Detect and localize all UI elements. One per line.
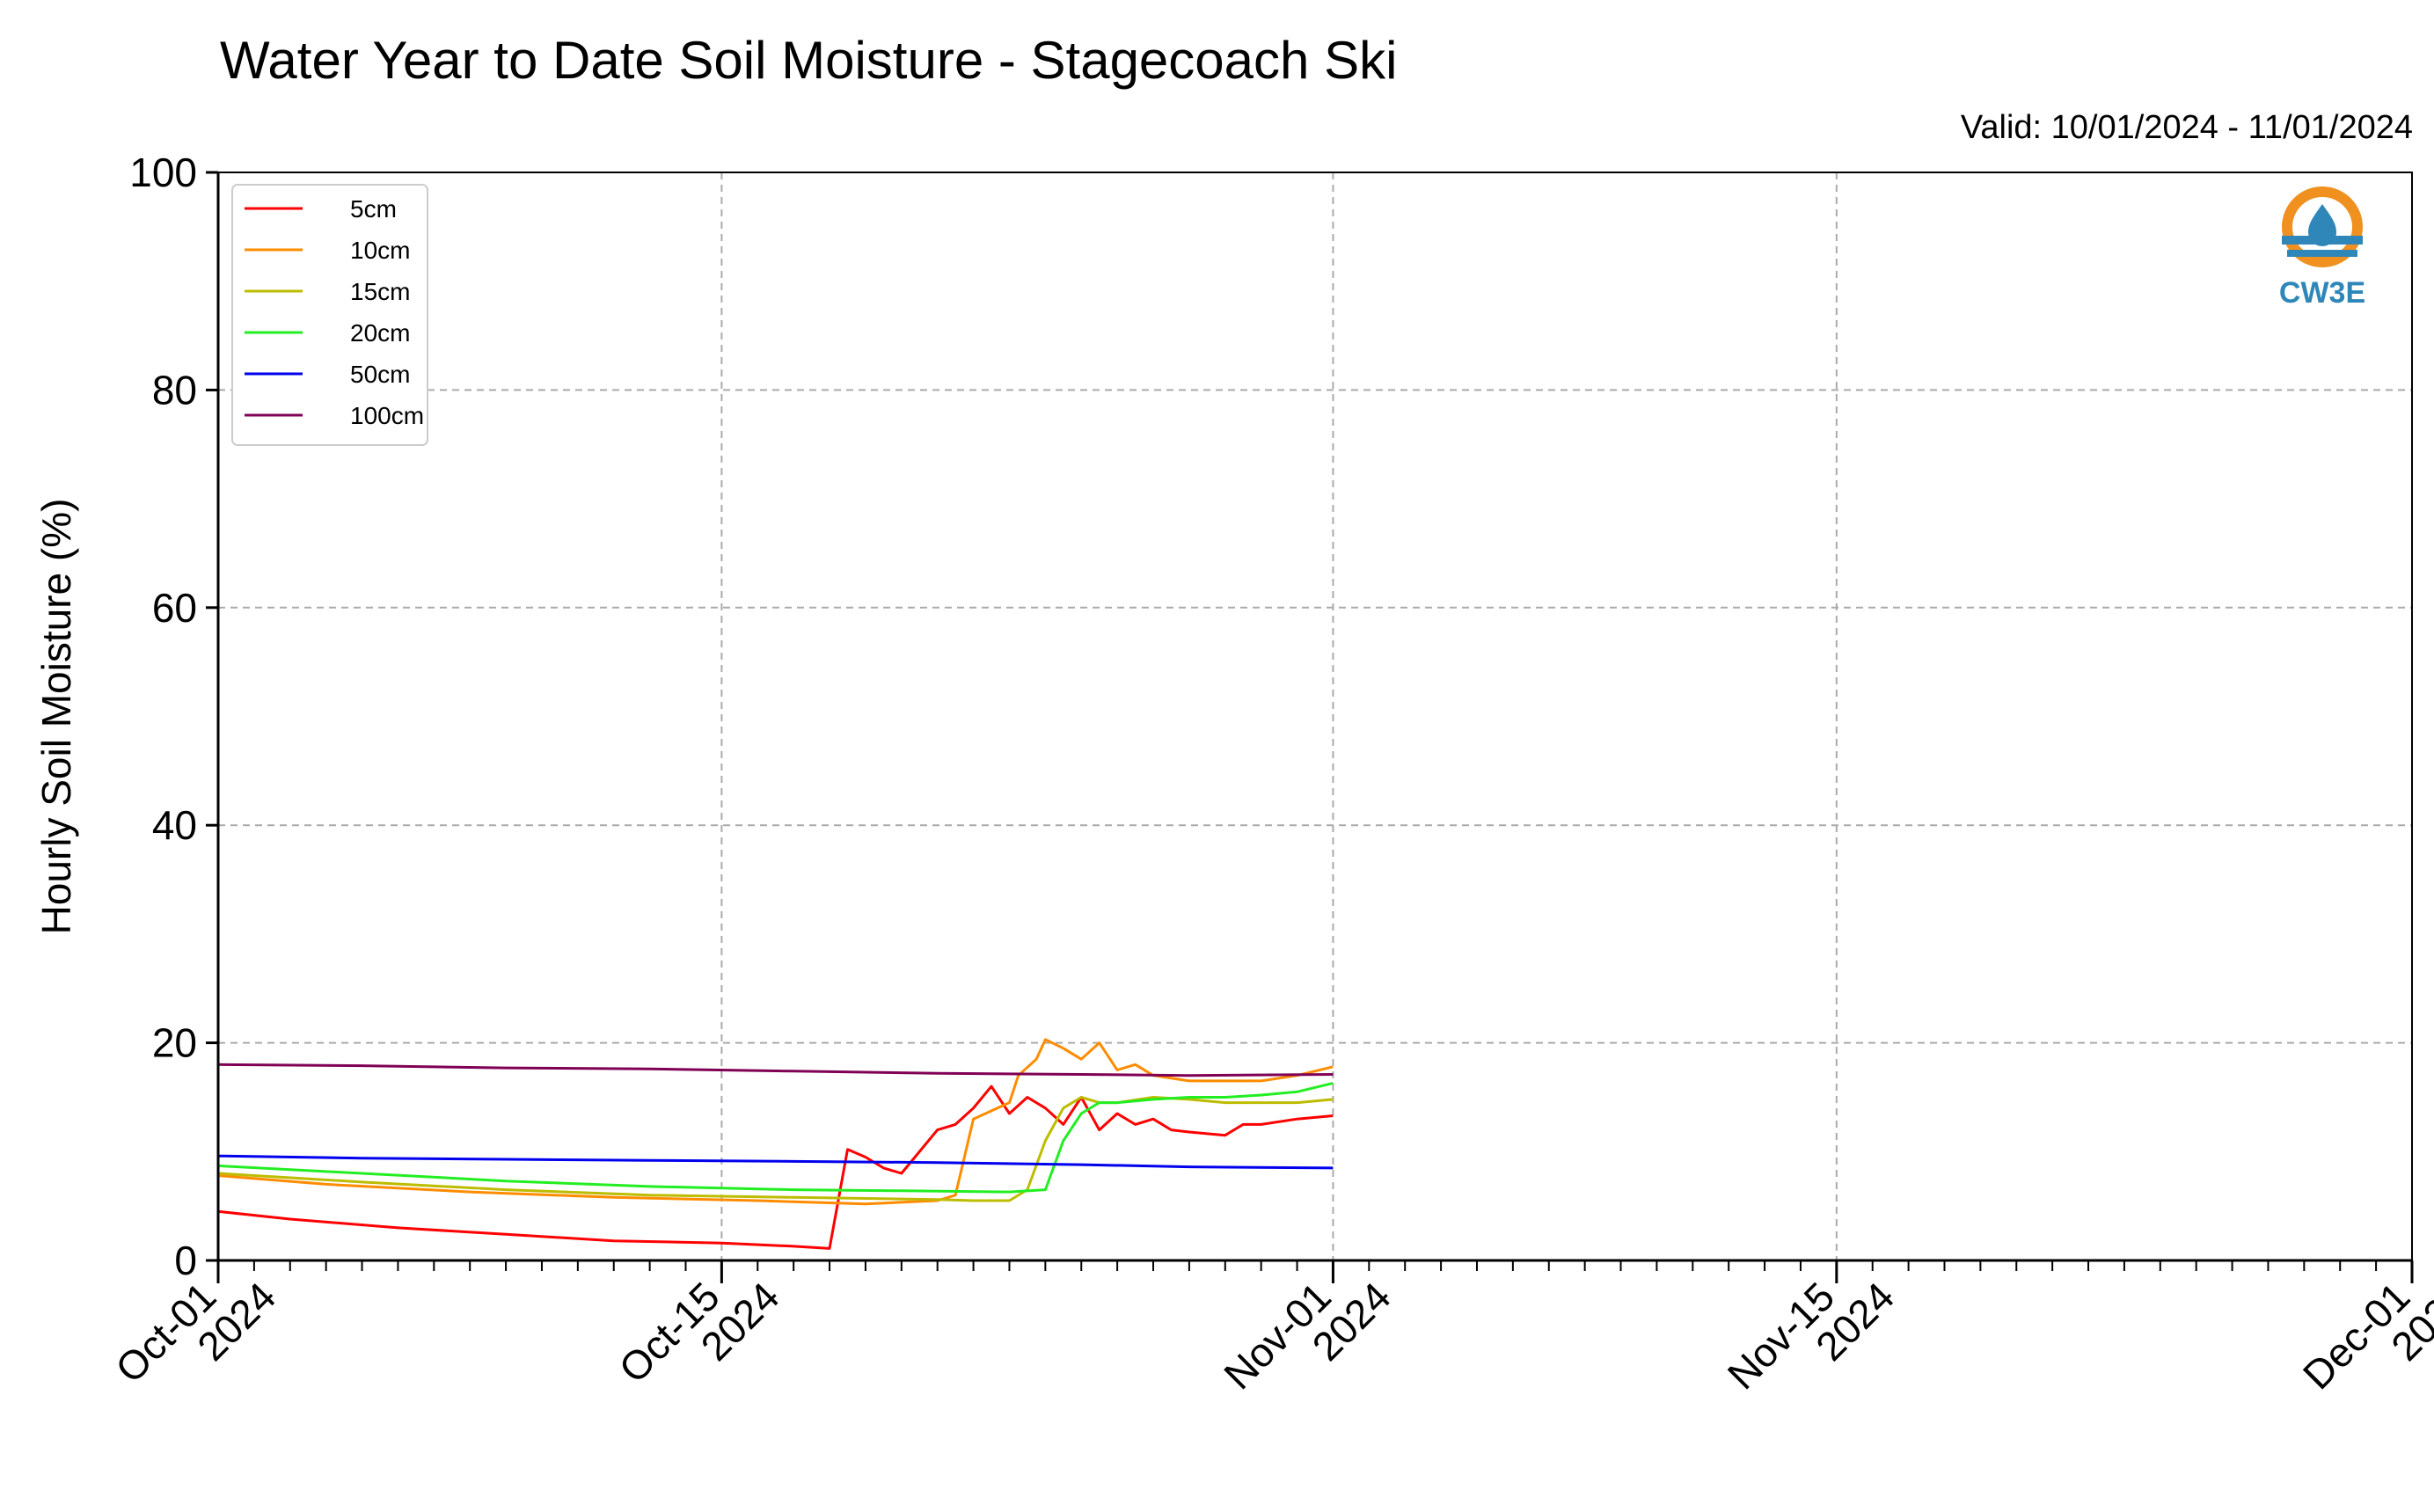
logo-text: CW3E <box>2279 276 2365 310</box>
valid-date-range: Valid: 10/01/2024 - 11/01/2024 <box>1960 109 2413 146</box>
grid-lines <box>218 172 2412 1260</box>
series-line-50cm <box>217 1154 1334 1170</box>
series-line-5cm <box>217 1085 1334 1250</box>
legend-label-50cm: 50cm <box>350 361 410 388</box>
water-drop-icon <box>2308 204 2336 246</box>
legend-label-15cm: 15cm <box>350 278 410 305</box>
cw3e-logo: CW3E <box>2279 186 2365 310</box>
chart-title: Water Year to Date Soil Moisture - Stage… <box>220 31 1398 90</box>
legend-label-100cm: 100cm <box>350 402 424 429</box>
y-tick-label: 100 <box>129 150 197 195</box>
y-tick-label: 80 <box>152 367 197 413</box>
y-tick-label: 40 <box>152 802 197 848</box>
y-axis-label: Hourly Soil Moisture (%) <box>33 499 79 935</box>
legend-label-5cm: 5cm <box>350 195 397 223</box>
y-tick-label: 60 <box>152 585 197 631</box>
plot-frame <box>217 172 2413 1261</box>
y-tick-label: 20 <box>152 1020 197 1066</box>
series-line-15cm <box>217 1096 1334 1202</box>
series-line-100cm <box>217 1063 1334 1077</box>
legend: 5cm 10cm 15cm 20cm 50cm 100cm <box>231 184 428 446</box>
legend-label-10cm: 10cm <box>350 237 410 264</box>
legend-label-20cm: 20cm <box>350 319 410 347</box>
y-tick-label: 0 <box>174 1238 197 1283</box>
series-line-20cm <box>217 1081 1334 1194</box>
series-line-10cm <box>217 1038 1334 1206</box>
series-lines <box>217 1038 1334 1250</box>
